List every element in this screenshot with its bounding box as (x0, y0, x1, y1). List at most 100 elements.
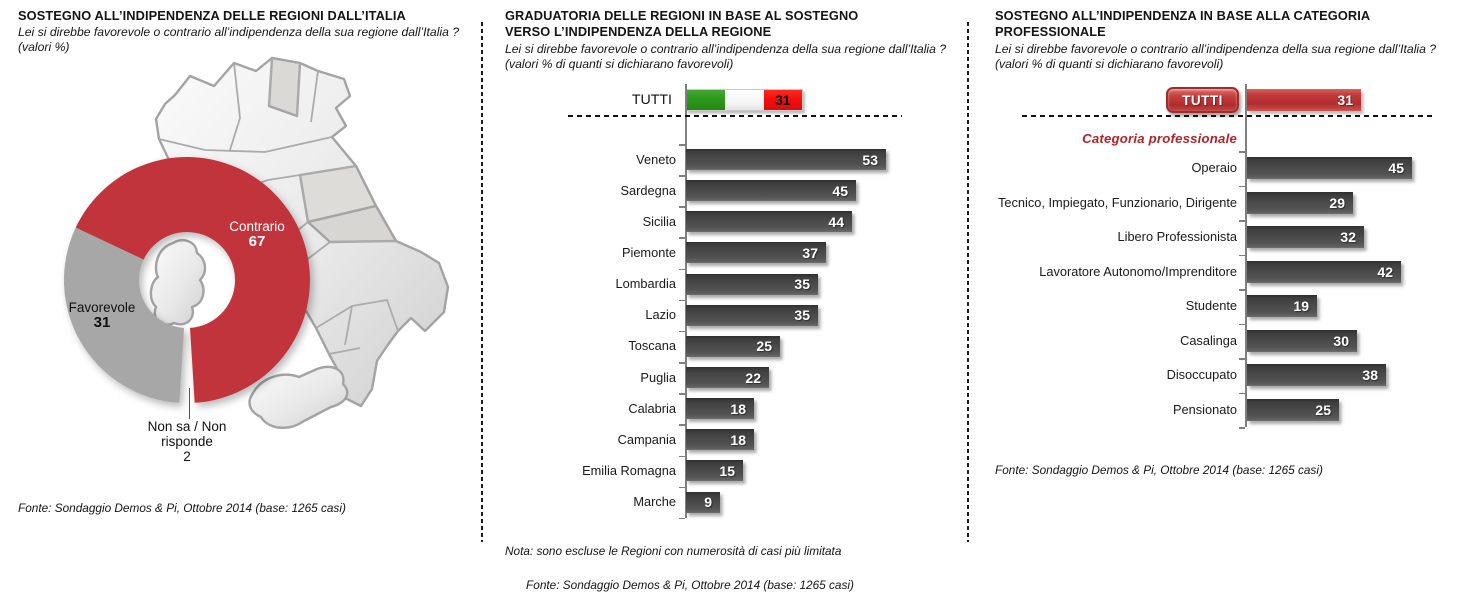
axis-tick (1239, 151, 1245, 153)
bar-value: 38 (1362, 367, 1378, 384)
bar-value: 15 (719, 462, 735, 479)
tutti-value: 31 (1337, 92, 1353, 108)
panel-profession-ranking: SOSTEGNO ALL’INDIPENDENZA IN BASE ALLA C… (985, 0, 1457, 606)
bar-value: 45 (832, 182, 848, 199)
donut-slice-contrario (75, 157, 310, 403)
category-axis (1245, 84, 1247, 427)
bar-value: 22 (745, 369, 761, 386)
axis-tick (679, 144, 685, 146)
slice-label: Favorevole (68, 300, 136, 315)
bar-value: 37 (802, 244, 818, 261)
bar-row: Calabria 18 (495, 393, 965, 424)
bar-calabria: 18 (686, 398, 754, 420)
axis-tick (679, 393, 685, 395)
axis-tick (679, 486, 685, 489)
bar-emilia-romagna: 15 (686, 460, 743, 482)
bar-lavoratore-autonomo-imprenditore: 42 (1247, 260, 1401, 283)
bar-row: Lavoratore Autonomo/Imprenditore 42 (985, 255, 1457, 290)
bar-lombardia: 35 (686, 273, 818, 295)
bar-value: 18 (730, 400, 746, 417)
donut-slice-favorevole (63, 227, 184, 403)
sicily (248, 365, 349, 429)
category-label: Operaio (1191, 160, 1237, 176)
category-label: Sicilia (642, 213, 676, 229)
axis-tick (679, 455, 685, 457)
panel-separator (967, 22, 969, 542)
bar-marche: 9 (686, 491, 720, 513)
category-label: Lombardia (615, 276, 676, 292)
source-note: Fonte: Sondaggio Demos & Pi, Ottobre 201… (526, 578, 854, 592)
bar-row: Operaio 45 (985, 151, 1457, 186)
group-label: Categoria professionale (1082, 131, 1237, 146)
bar-row: Veneto 53 (495, 144, 965, 175)
bar-value: 35 (794, 307, 810, 324)
axis-tick (1239, 289, 1245, 291)
bar-value: 18 (730, 431, 746, 448)
axis-tick (1239, 427, 1245, 429)
axis-tick (679, 237, 685, 239)
category-label: Disoccupato (1166, 367, 1237, 383)
panel-separator (481, 22, 483, 542)
slice-value: 67 (248, 233, 266, 250)
bar-value: 32 (1340, 229, 1356, 246)
axis-tick (679, 268, 685, 271)
axis-tick (1239, 358, 1245, 360)
tutti-label: TUTTI (631, 92, 672, 108)
italy-map (149, 56, 450, 429)
bar-row: Lazio 35 (495, 300, 965, 331)
bar-row: Toscana 25 (495, 331, 965, 362)
bar-libero-professionista: 32 (1247, 226, 1364, 249)
category-label: Pensionato (1172, 401, 1237, 417)
axis-tick (679, 206, 685, 208)
flag-green-segment (687, 90, 726, 110)
donut-label-favorevole: Favorevole 31 (55, 300, 149, 330)
bar-row: Campania 18 (495, 424, 965, 455)
category-label: Lavoratore Autonomo/Imprenditore (1039, 263, 1237, 279)
bar-value: 35 (794, 276, 810, 293)
source-note: Fonte: Sondaggio Demos & Pi, Ottobre 201… (18, 501, 346, 515)
tutti-badge: TUTTI (1166, 87, 1239, 113)
category-label: Lazio (645, 307, 676, 323)
axis-tick (679, 175, 685, 177)
panel-question: Lei si direbbe favorevole o contrario al… (995, 42, 1437, 56)
bar-row: Sardegna 45 (495, 175, 965, 206)
leader-line (189, 388, 190, 419)
panel-title: SOSTEGNO ALL’INDIPENDENZA IN BASE ALLA C… (995, 8, 1370, 39)
bar-value: 25 (1315, 401, 1331, 418)
category-label: Toscana (628, 338, 676, 354)
bar-tecnico-impiegato-funzionario-dirigente: 29 (1247, 191, 1353, 214)
axis-tick (1239, 254, 1245, 256)
axis-tick (679, 362, 685, 364)
bar-row: Disoccupato 38 (985, 358, 1457, 393)
tutti-bar: 31 (1247, 89, 1361, 111)
bar-row: Piemonte 37 (495, 237, 965, 268)
axis-tick (679, 517, 685, 520)
category-label: Sardegna (620, 182, 677, 198)
bar-casalinga: 30 (1247, 329, 1357, 352)
values-note: (valori % di quanti si dichiarano favore… (505, 57, 734, 71)
bar-row: Pensionato 25 (985, 393, 1457, 428)
bar-value: 45 (1388, 160, 1404, 177)
donut-label-contrario: Contrario 67 (210, 219, 304, 249)
tutti-flag-bar: 31 (686, 89, 803, 111)
bar-row: Studente 19 (985, 289, 1457, 324)
category-label: Casalinga (1180, 332, 1237, 348)
tutti-divider-line (568, 115, 902, 117)
bar-lazio: 35 (686, 304, 818, 326)
category-label: Marche (633, 494, 676, 510)
bar-value: 9 (704, 494, 712, 511)
tutti-value: 31 (775, 92, 791, 108)
bar-value: 53 (862, 151, 878, 168)
bar-campania: 18 (686, 429, 754, 451)
bar-operaio: 45 (1247, 157, 1412, 180)
bar-row: Puglia 22 (495, 362, 965, 393)
sardinia (149, 239, 207, 326)
axis-tick (679, 299, 685, 302)
flag-white-segment (725, 90, 764, 110)
bar-pensionato: 25 (1247, 398, 1339, 421)
values-note: (valori % di quanti si dichiarano favore… (995, 57, 1224, 71)
bar-value: 25 (756, 338, 772, 355)
bar-row: Casalinga 30 (985, 324, 1457, 359)
bar-puglia: 22 (686, 367, 769, 389)
donut-label-nonsa: Non sa / Non risponde 2 (137, 419, 237, 464)
